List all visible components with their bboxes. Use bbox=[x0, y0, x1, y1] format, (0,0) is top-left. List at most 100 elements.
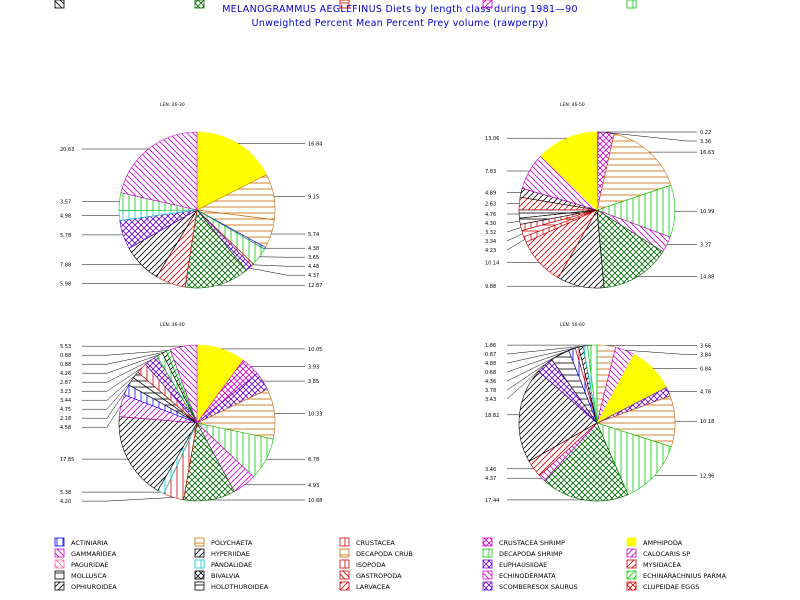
legend-label: SCOMBERESOX SAURUS bbox=[499, 583, 578, 591]
slice-label: 3.84 bbox=[700, 353, 711, 359]
legend-swatch bbox=[482, 0, 493, 9]
legend-label: ALL OTHER PREY bbox=[643, 0, 698, 2]
legend-item: CRUSTACEA bbox=[339, 537, 395, 547]
legend-label: MOLLUSCA bbox=[71, 572, 107, 580]
legend-item: MOLLUSCA bbox=[54, 570, 107, 580]
pie-slice bbox=[544, 422, 629, 502]
slice-label: 4.26 bbox=[60, 371, 71, 377]
legend-item: ACTINIARIA bbox=[54, 537, 108, 547]
slice-label: 16.84 bbox=[308, 141, 322, 147]
legend-item: DECAPODA SHRIMP bbox=[482, 548, 563, 558]
legend-swatch bbox=[626, 537, 637, 547]
legend-swatch bbox=[482, 581, 493, 591]
legend-swatch bbox=[194, 0, 205, 9]
chart-title: MELANOGRAMMUS AEGLEFINUS Diets by length… bbox=[222, 4, 578, 15]
slice-label: 3.34 bbox=[485, 239, 496, 245]
leader-line bbox=[506, 346, 581, 364]
slice-label: 3.37 bbox=[700, 243, 711, 249]
legend-swatch bbox=[339, 570, 350, 580]
legend-label: CALOCARIS SP bbox=[643, 550, 690, 558]
slice-label: 0.88 bbox=[60, 362, 71, 368]
slice-label: 3.23 bbox=[60, 389, 71, 395]
slice-label: 10.68 bbox=[308, 498, 322, 504]
legend-item: HYPERIIDAE bbox=[194, 548, 250, 558]
slice-label: 10.99 bbox=[700, 209, 714, 215]
slice-label: 4.38 bbox=[308, 246, 319, 252]
legend-label: AMPHIPODA bbox=[643, 539, 683, 547]
slice-label: 5.38 bbox=[60, 490, 71, 496]
slice-label: 3.66 bbox=[700, 344, 711, 350]
pie-3: LEN: 36-40 10.05 3.93 3.85 10.33 8.78 4.93 10.6… bbox=[60, 322, 322, 505]
slice-label: 10.14 bbox=[485, 261, 499, 267]
legend-swatch bbox=[339, 537, 350, 547]
legend-swatch bbox=[626, 581, 637, 591]
legend-item: ISOPODA bbox=[339, 559, 386, 569]
legend-swatch bbox=[194, 581, 205, 591]
slice-label: 2.63 bbox=[485, 201, 496, 207]
leader-line bbox=[506, 227, 522, 233]
legend-item: DECAPODA CRUB bbox=[339, 548, 413, 558]
legend-swatch bbox=[626, 0, 637, 9]
legend-label: AMMODYTES SP bbox=[71, 0, 123, 2]
legend-item: ANIMAL REMAINS bbox=[194, 0, 268, 9]
legend-label: ECHINODERMATA bbox=[499, 572, 556, 580]
pie-4: LEN: 56-60 3.66 3.84 0.84 4.78 10.18 12.96 1.86… bbox=[485, 322, 714, 504]
pie-slice bbox=[596, 133, 672, 211]
slice-label: 0.22 bbox=[700, 130, 711, 136]
leader-line bbox=[82, 350, 169, 356]
slice-label: 5.53 bbox=[60, 344, 71, 350]
leader-line bbox=[506, 364, 545, 400]
legend-label: GAMMARIDEA bbox=[71, 550, 117, 558]
legend-swatch bbox=[54, 548, 65, 558]
slice-label: 3.93 bbox=[308, 364, 319, 370]
pie-title: LEN: 46-50 bbox=[560, 102, 585, 108]
legend-swatch bbox=[482, 548, 493, 558]
slice-label: 0.88 bbox=[60, 353, 71, 359]
legend-swatch bbox=[54, 0, 65, 9]
leader-line bbox=[624, 349, 697, 355]
legend-item: BIVALVIA bbox=[194, 570, 240, 580]
legend-label: HYPERIIDAE bbox=[211, 550, 250, 558]
pie-title: LEN: 36-40 bbox=[160, 322, 185, 328]
slice-label: 12.96 bbox=[700, 473, 714, 479]
slice-label: 3.65 bbox=[308, 255, 319, 261]
legend-item: AMMODYTES SP bbox=[54, 0, 123, 9]
legend-swatch bbox=[339, 559, 350, 569]
leader-line bbox=[82, 381, 132, 410]
pie-title: LEN: 26-30 bbox=[160, 102, 185, 108]
slice-label: 5.78 bbox=[60, 233, 71, 239]
slice-label: 7.88 bbox=[60, 262, 71, 268]
legend-swatch bbox=[339, 0, 350, 9]
leader-line bbox=[249, 267, 305, 276]
legend-swatch bbox=[194, 570, 205, 580]
slice-label: 4.30 bbox=[485, 221, 496, 227]
pie-title: LEN: 56-60 bbox=[560, 322, 585, 328]
legend-label: GASTROPODA bbox=[356, 572, 402, 580]
legend-label: PANDALIDAE bbox=[211, 561, 252, 569]
legend-item: CRUSTACEA SHRIMP bbox=[482, 537, 565, 547]
slice-label: 10.18 bbox=[700, 419, 714, 425]
slice-label: 3.44 bbox=[60, 398, 71, 404]
slice-label: 3.43 bbox=[485, 397, 496, 403]
legend-label: ACTINIARIA bbox=[71, 539, 108, 547]
legend-item: CALOCARIS SP bbox=[626, 548, 690, 558]
slice-label: 10.33 bbox=[308, 412, 322, 418]
legend-label: CRUSTACEA SHRIMP bbox=[499, 539, 565, 547]
slice-label: 10.05 bbox=[308, 347, 322, 353]
legend-item: OPHIUROIDEA bbox=[54, 581, 117, 591]
legend-item: LARVACEA bbox=[339, 581, 390, 591]
legend-swatch bbox=[194, 559, 205, 569]
legend-swatch bbox=[626, 559, 637, 569]
pie-slice bbox=[587, 344, 598, 424]
slice-label: 4.93 bbox=[308, 483, 319, 489]
legend-label: BIVALVIA bbox=[211, 572, 240, 580]
slice-label: 4.37 bbox=[485, 476, 496, 482]
pie-1: LEN: 26-30 16.84 9.15 5.74 4.38 3.65 4.48 4.37 1… bbox=[60, 102, 322, 289]
slice-label: 4.75 bbox=[60, 407, 71, 413]
leader-line bbox=[506, 239, 525, 251]
slice-label: 4.98 bbox=[60, 214, 71, 220]
slice-label: 3.78 bbox=[485, 388, 496, 394]
legend-swatch bbox=[339, 581, 350, 591]
slice-label: 3.85 bbox=[308, 379, 319, 385]
leader-line bbox=[506, 347, 578, 373]
